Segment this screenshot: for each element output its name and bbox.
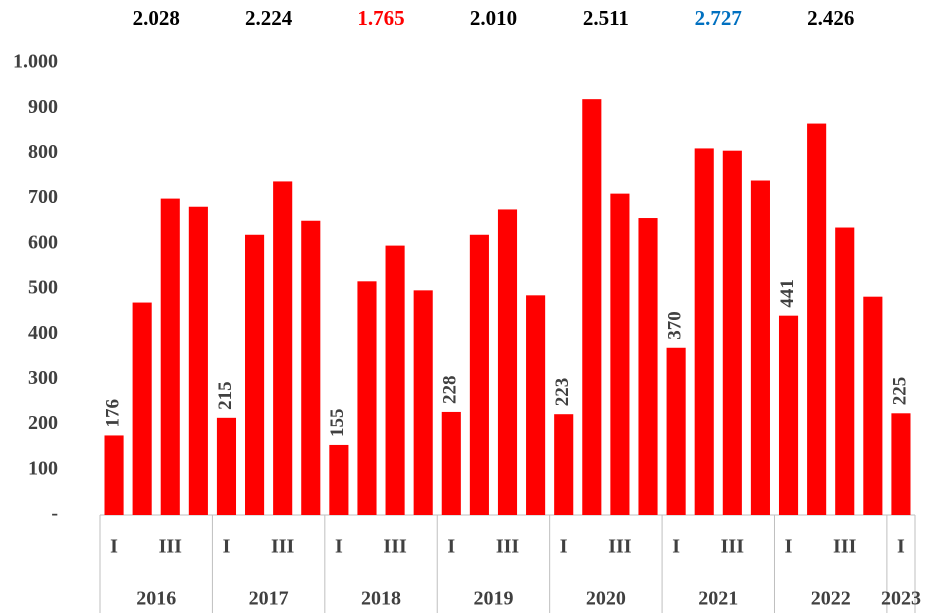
x-tick-label: III <box>496 536 520 558</box>
bar <box>273 181 293 515</box>
bar <box>413 290 433 515</box>
bar <box>835 227 855 515</box>
bar <box>441 411 461 515</box>
y-tick-label: 900 <box>28 96 58 118</box>
bar <box>694 148 714 516</box>
bar <box>160 198 180 515</box>
x-tick-label: I <box>897 536 905 558</box>
bar <box>666 347 686 515</box>
y-tick-label: 1.000 <box>13 51 58 73</box>
value-label: 228 <box>440 375 461 404</box>
bar <box>638 218 658 515</box>
x-tick-label: III <box>383 536 407 558</box>
year-label: 2018 <box>361 588 401 610</box>
bar <box>188 206 208 515</box>
y-tick-label: 700 <box>28 186 58 208</box>
x-tick-label: III <box>833 536 857 558</box>
value-label: 176 <box>102 399 123 428</box>
x-tick-label: I <box>223 536 231 558</box>
year-total: 2.224 <box>245 6 293 30</box>
y-tick-label: 100 <box>28 457 58 479</box>
year-label: 2022 <box>811 588 851 610</box>
y-tick-label: 600 <box>28 231 58 253</box>
x-tick-label: III <box>159 536 183 558</box>
y-tick-label: 300 <box>28 367 58 389</box>
bar <box>385 245 405 515</box>
bar <box>526 295 546 515</box>
y-tick-label: - <box>51 503 58 525</box>
year-total: 2.727 <box>695 6 742 30</box>
x-tick-label: I <box>785 536 793 558</box>
bar <box>329 444 349 515</box>
year-label: 2020 <box>586 588 626 610</box>
bar <box>722 150 742 516</box>
bar <box>497 209 518 515</box>
bar <box>357 281 377 515</box>
year-total: 2.511 <box>583 6 629 30</box>
bar <box>554 414 574 515</box>
bar <box>610 193 630 516</box>
x-tick-label: I <box>335 536 343 558</box>
bar <box>301 220 321 516</box>
year-total: 1.765 <box>357 6 404 30</box>
bar <box>216 417 237 515</box>
bar <box>778 315 799 515</box>
x-tick-label: I <box>560 536 568 558</box>
bar <box>245 234 265 515</box>
year-label: 2021 <box>698 588 738 610</box>
year-label: 2017 <box>249 588 289 610</box>
x-tick-label: I <box>110 536 118 558</box>
x-tick-label: III <box>271 536 295 558</box>
x-tick-label: III <box>721 536 745 558</box>
year-label: 2023 <box>881 588 921 610</box>
value-label: 370 <box>664 311 685 340</box>
bar <box>132 302 152 515</box>
value-label: 225 <box>889 377 910 406</box>
value-label: 215 <box>215 381 236 410</box>
bar <box>582 99 602 515</box>
bar <box>469 234 489 515</box>
bar <box>863 296 883 515</box>
bar <box>750 180 770 515</box>
x-tick-label: I <box>447 536 455 558</box>
value-label: 223 <box>552 378 573 407</box>
x-tick-label: III <box>608 536 632 558</box>
year-total: 2.426 <box>807 6 854 30</box>
x-tick-label: I <box>672 536 680 558</box>
bar <box>807 123 827 516</box>
year-label: 2016 <box>136 588 176 610</box>
year-label: 2019 <box>473 588 513 610</box>
y-tick-label: 500 <box>28 277 58 299</box>
value-label: 155 <box>327 408 348 437</box>
value-label: 441 <box>777 279 798 308</box>
year-total: 2.010 <box>470 6 517 30</box>
y-tick-label: 200 <box>28 412 58 434</box>
year-total: 2.028 <box>133 6 180 30</box>
y-tick-label: 800 <box>28 141 58 163</box>
bar <box>891 413 911 515</box>
bar <box>104 435 124 515</box>
y-tick-label: 400 <box>28 322 58 344</box>
